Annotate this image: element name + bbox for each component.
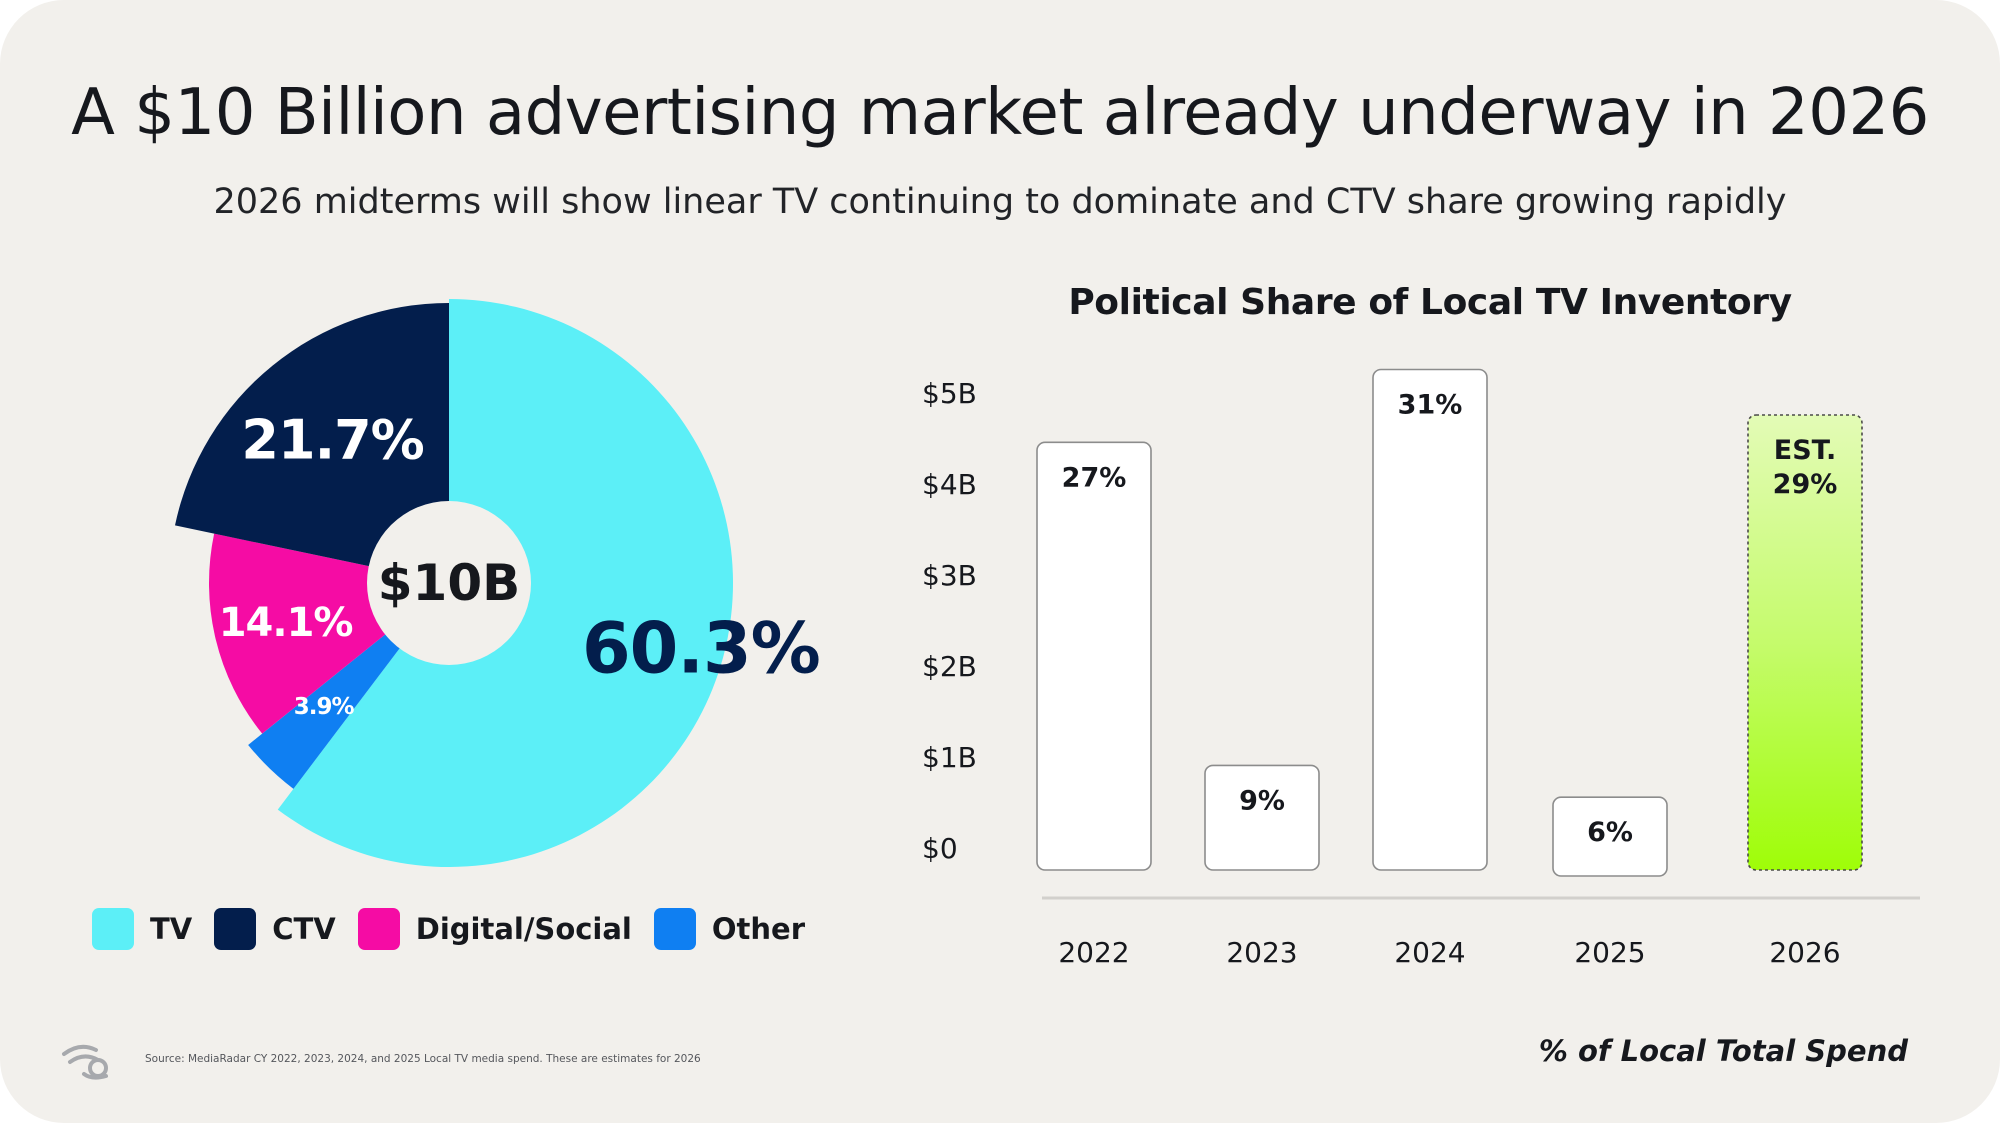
donut-slice-label-digital-social: 14.1% — [219, 600, 353, 646]
legend-label-digital-social: Digital/Social — [415, 912, 632, 946]
donut-slice-label-ctv: 21.7% — [241, 408, 423, 471]
bar-label-2025: 6% — [1587, 817, 1633, 848]
legend-item-other: Other — [653, 908, 806, 950]
donut-slice-ctv — [175, 303, 449, 583]
x-tick-label-2024: 2024 — [1394, 936, 1465, 969]
donut-center-label: $10B — [378, 554, 520, 612]
bar-2025 — [1552, 796, 1668, 877]
x-tick-label-2023: 2023 — [1226, 936, 1297, 969]
slide-subtitle: 2026 midterms will show linear TV contin… — [213, 182, 1787, 222]
legend-label-other: Other — [711, 912, 806, 946]
legend-swatch-other — [653, 908, 696, 950]
bar-2022 — [1036, 441, 1152, 871]
legend-swatch-ctv — [214, 908, 257, 950]
legend-item-digital-social: Digital/Social — [357, 908, 632, 950]
y-tick-label-5b: $5B — [922, 377, 977, 410]
x-tick-label-2026: 2026 — [1769, 936, 1840, 969]
y-tick-label-0: $0 — [922, 832, 958, 865]
brand-logo-icon — [62, 1044, 108, 1080]
bar-label-2022: 27% — [1062, 462, 1127, 493]
legend-item-ctv: CTV — [214, 908, 336, 950]
donut-center-hole — [367, 501, 531, 665]
y-tick-label-1b: $1B — [922, 741, 977, 774]
bar-label-2023: 9% — [1239, 785, 1285, 816]
donut-slice-label-other: 3.9% — [294, 694, 355, 720]
legend-label-ctv: CTV — [272, 912, 336, 946]
donut-legend: TV CTV Digital/Social Other — [92, 908, 827, 950]
source-note: Source: MediaRadar CY 2022, 2023, 2024, … — [145, 1053, 701, 1065]
bar-label-2026: EST. 29% — [1773, 435, 1838, 500]
bar-2023 — [1204, 764, 1320, 871]
bar-chart-title: Political Share of Local TV Inventory — [1068, 282, 1792, 323]
x-tick-label-2025: 2025 — [1574, 936, 1645, 969]
y-tick-label-3b: $3B — [922, 559, 977, 592]
slide-title: A $10 Billion advertising market already… — [71, 76, 1929, 150]
bar-label-2024: 31% — [1398, 390, 1463, 421]
bar-chart-footnote: % of Local Total Spend — [1538, 1034, 1908, 1068]
x-tick-label-2022: 2022 — [1058, 936, 1129, 969]
legend-label-tv: TV — [150, 912, 193, 946]
legend-swatch-tv — [92, 908, 134, 950]
y-tick-label-2b: $2B — [922, 650, 977, 683]
donut-slice-label-tv: 60.3% — [582, 608, 820, 690]
legend-swatch-digital-social — [357, 908, 400, 950]
y-tick-label-4b: $4B — [922, 468, 977, 501]
bar-2024 — [1372, 368, 1488, 871]
bar-2026 — [1747, 414, 1863, 871]
legend-item-tv: TV — [92, 908, 192, 950]
